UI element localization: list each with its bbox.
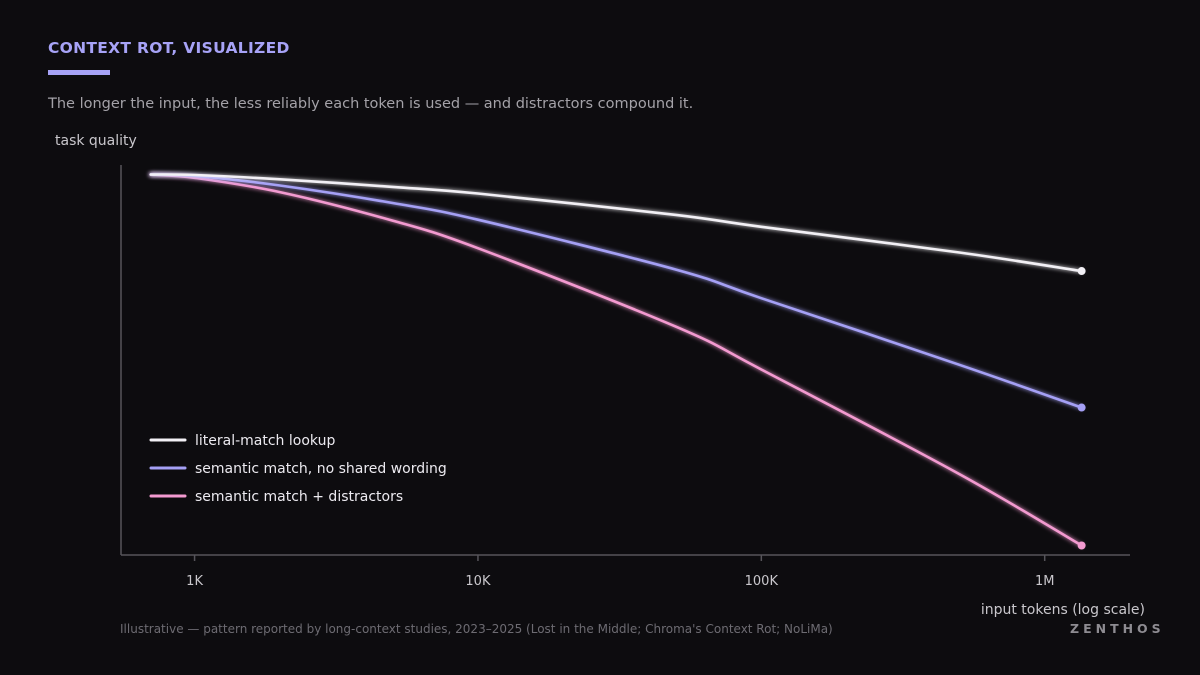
legend-label: semantic match + distractors <box>195 489 403 505</box>
chart-axes <box>120 165 1130 556</box>
chart-legend: literal-match lookup semantic match, no s… <box>149 433 447 505</box>
x-tick-label: 1K <box>186 574 203 589</box>
x-tick-label: 10K <box>465 574 491 589</box>
series-endpoint-semantic-match-distractors <box>1077 541 1086 550</box>
source-note: Illustrative — pattern reported by long-… <box>120 622 833 636</box>
y-axis-label: task quality <box>55 133 137 149</box>
x-ticks: 1K 10K 100K 1M <box>186 555 1054 589</box>
brand-wordmark: ZENTHOS <box>1070 621 1165 636</box>
x-tick-label: 1M <box>1035 574 1055 589</box>
series-line-literal-match-lookup <box>149 173 1083 273</box>
series-line-semantic-match-no-shared-wording <box>149 173 1083 409</box>
kicker-underline <box>48 70 110 75</box>
series-endpoint-semantic-match-no-shared-wording <box>1077 403 1086 412</box>
legend-label: literal-match lookup <box>195 433 335 449</box>
series-endpoint-literal-match-lookup <box>1077 267 1086 276</box>
x-tick-label: 100K <box>745 574 779 589</box>
series-line-semantic-match-distractors <box>149 173 1083 547</box>
chart-subtitle: The longer the input, the less reliably … <box>48 96 694 112</box>
chart-kicker: CONTEXT ROT, VISUALIZED <box>48 39 290 57</box>
series-lines <box>149 173 1086 550</box>
legend-label: semantic match, no shared wording <box>195 461 447 477</box>
x-axis-label: input tokens (log scale) <box>981 602 1145 618</box>
